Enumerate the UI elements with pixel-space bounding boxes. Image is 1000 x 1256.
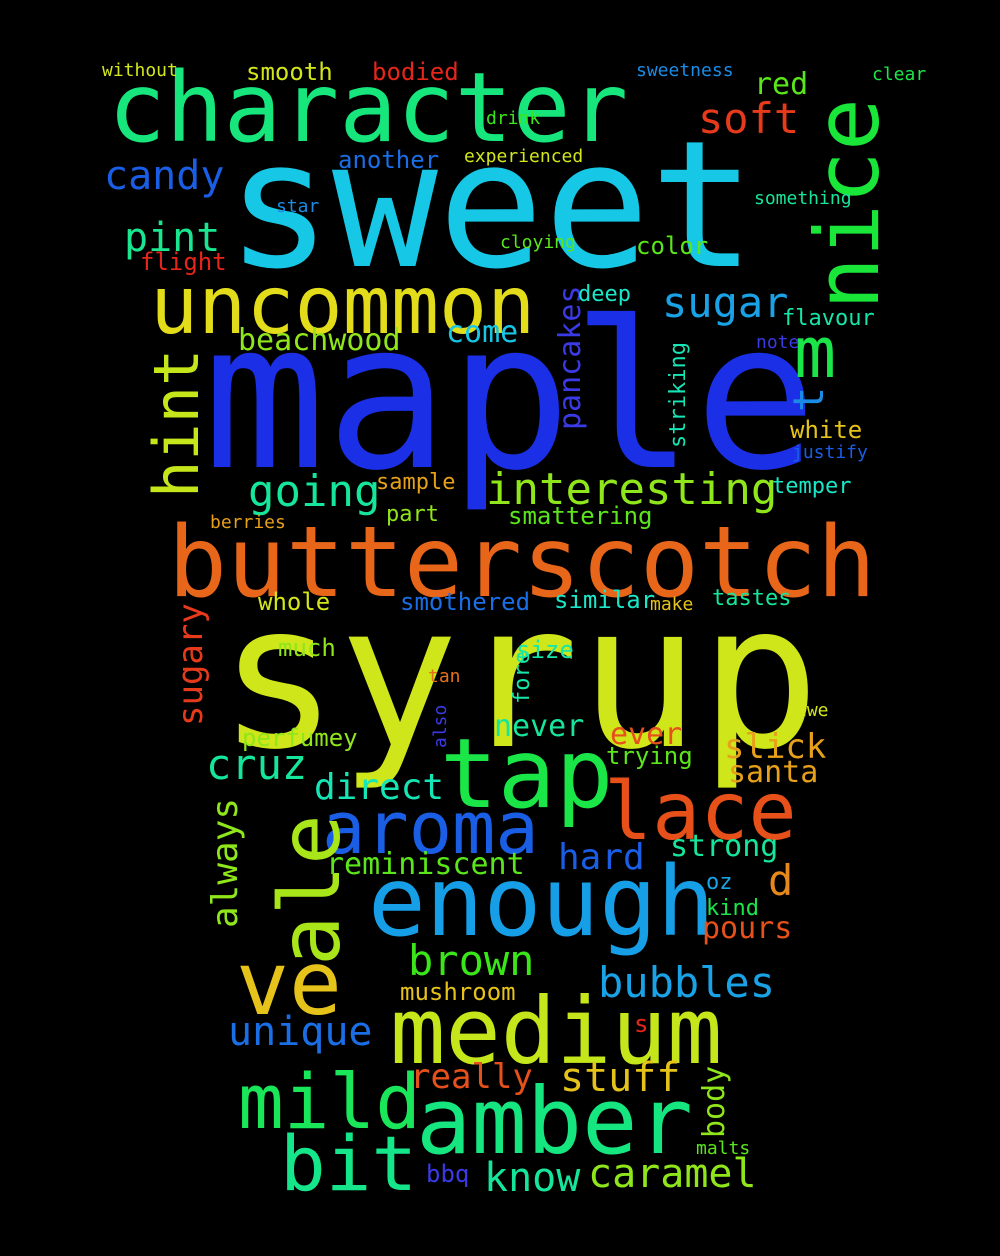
word-uncommon: uncommon (150, 259, 536, 352)
word-also: also (430, 704, 451, 748)
word-without: without (102, 60, 178, 81)
word-bbq: bbq (426, 1160, 470, 1188)
word-temper: temper (772, 474, 852, 499)
word-soft: soft (698, 94, 800, 143)
word-pancakes: pancakes (553, 285, 588, 431)
word-justify: justify (792, 442, 868, 463)
word-going: going (248, 466, 381, 517)
word-enough: enough (368, 846, 715, 958)
word-mild: mild (238, 1057, 422, 1146)
word-ve: ve (236, 932, 342, 1035)
word-trying: trying (606, 742, 693, 770)
word-strong: strong (670, 829, 779, 864)
word-cloying: cloying (500, 232, 576, 253)
word-caramel: caramel (588, 1151, 757, 1197)
word-s: s (634, 1010, 649, 1038)
word-candy: candy (104, 153, 225, 199)
word-interesting: interesting (486, 464, 778, 515)
word-flight: flight (140, 248, 227, 276)
word-experienced: experienced (464, 146, 584, 167)
word-malts: malts (696, 1138, 751, 1159)
word-striking: striking (666, 342, 691, 448)
word-sweet: sweet (226, 103, 756, 308)
word-character: character (108, 52, 629, 164)
word-brown: brown (408, 936, 535, 985)
word-bit: bit (280, 1119, 418, 1208)
word-never: never (494, 709, 585, 744)
word-red: red (754, 67, 809, 102)
word-tan: tan (428, 666, 461, 687)
word-berries: berries (210, 512, 286, 533)
word-amber: amber (416, 1068, 693, 1175)
word-another: another (338, 146, 440, 174)
word-ale: ale (261, 814, 359, 966)
word-smothered: smothered (400, 588, 531, 616)
word-awe: awe (796, 700, 829, 721)
word-sugar: sugar (662, 278, 789, 327)
word-deep: deep (578, 282, 631, 307)
word-really: really (410, 1057, 533, 1097)
word-body: body (697, 1065, 732, 1138)
word-hard: hard (558, 837, 645, 878)
word-direct: direct (314, 767, 445, 808)
word-drink: drink (486, 108, 541, 129)
word-always: always (205, 797, 246, 928)
word-pours: pours (702, 911, 793, 946)
word-oz: oz (706, 870, 733, 895)
word-perfumey: perfumey (242, 724, 358, 752)
word-lace: lace (604, 765, 797, 858)
word-bodied: bodied (372, 58, 459, 86)
word-m: m (794, 312, 837, 394)
word-smattering: smattering (508, 502, 653, 530)
word-tastes: tastes (712, 586, 792, 611)
word-slick: slick (724, 727, 827, 767)
word-syrup: syrup (218, 561, 821, 794)
word-d: d (768, 856, 794, 905)
word-pint: pint (124, 215, 221, 261)
word-similar: similar (554, 586, 656, 614)
word-come: come (446, 315, 519, 350)
word-unique: unique (228, 1009, 373, 1055)
word-ever: ever (610, 717, 683, 752)
word-stuff: stuff (560, 1055, 681, 1101)
word-much: much (278, 634, 336, 662)
word-sweetness: sweetness (636, 60, 734, 81)
word-whole: whole (258, 588, 331, 616)
word-part: part (386, 502, 439, 527)
word-sample: sample (376, 470, 456, 495)
word-star: star (276, 196, 320, 217)
word-white: white (790, 416, 863, 444)
word-kind: kind (706, 896, 759, 921)
word-size: size (516, 636, 574, 664)
word-hint: hint (140, 348, 213, 498)
word-aroma: aroma (322, 786, 539, 870)
word-medium: medium (390, 978, 723, 1085)
word-clear: clear (872, 64, 927, 85)
word-something: something (754, 188, 852, 209)
word-maple: maple (203, 279, 818, 516)
word-fore: fore (510, 651, 535, 704)
word-sugary: sugary (171, 603, 211, 726)
word-mushroom: mushroom (400, 978, 516, 1006)
word-beachwood: beachwood (238, 323, 401, 358)
word-note: note (756, 332, 800, 353)
word-t: t (784, 386, 833, 412)
word-tap: tap (440, 718, 614, 830)
word-flavour: flavour (782, 306, 875, 331)
word-bubbles: bubbles (598, 958, 776, 1007)
word-make: make (650, 594, 694, 615)
word-santa: santa (728, 755, 819, 790)
word-know: know (484, 1155, 581, 1201)
word-reminiscent: reminiscent (326, 847, 525, 882)
word-cruz: cruz (206, 740, 308, 789)
word-butterscotch: butterscotch (168, 506, 877, 620)
word-color: color (636, 232, 709, 260)
word-smooth: smooth (246, 58, 333, 86)
